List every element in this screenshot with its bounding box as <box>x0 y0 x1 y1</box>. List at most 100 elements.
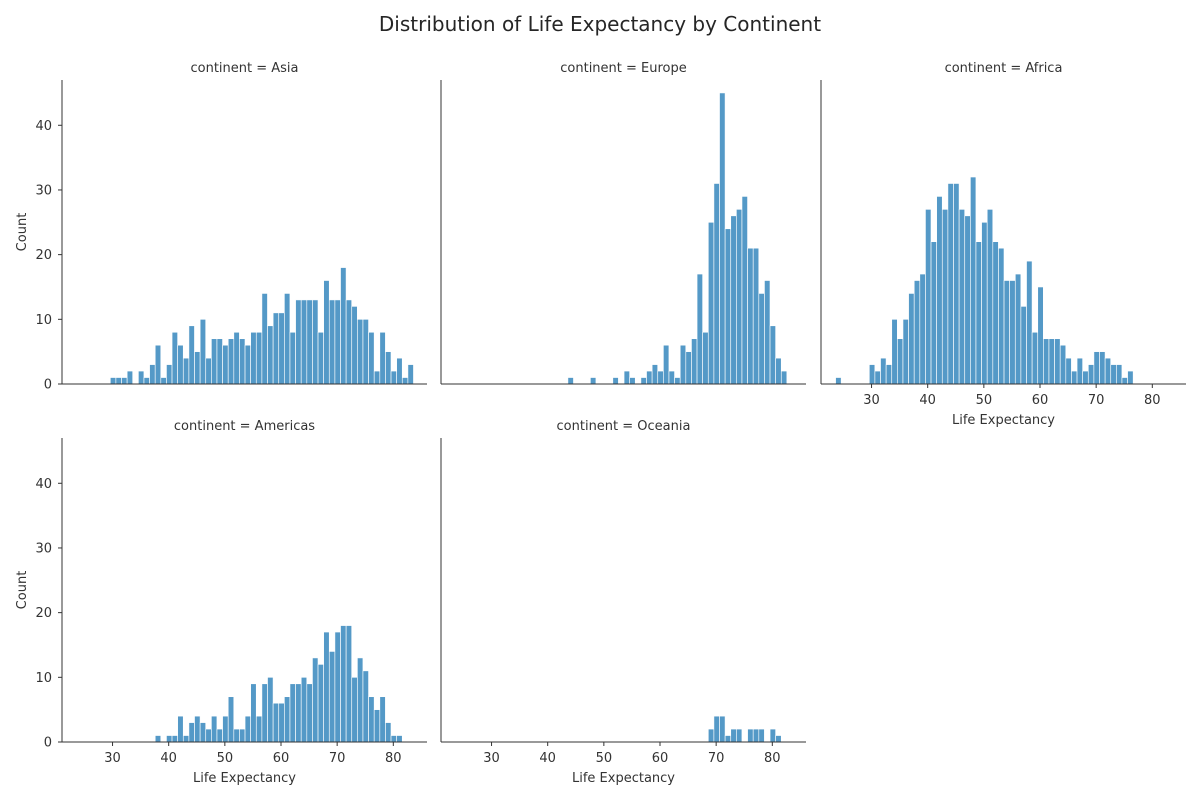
histogram-bar <box>233 331 240 385</box>
histogram-bar <box>300 299 308 385</box>
histogram-bar <box>908 293 915 385</box>
histogram-bar <box>724 228 731 385</box>
histogram-bar <box>255 331 263 385</box>
histogram-bar <box>278 312 285 385</box>
histogram-bar <box>925 209 932 385</box>
y-axis-label: Count <box>15 213 30 252</box>
histogram-bar <box>289 683 296 743</box>
facet-panel: continent = Asia 0 10 20 30 40 Count <box>15 61 427 393</box>
histogram-bar <box>747 247 754 385</box>
x-tick-label: 60 <box>652 751 669 766</box>
histogram-bar <box>919 273 926 385</box>
histogram-bar <box>612 377 619 385</box>
histogram-bar <box>975 241 982 385</box>
histogram-bar <box>769 325 776 385</box>
histogram-bar <box>295 683 302 743</box>
histogram-bar <box>166 364 173 385</box>
histogram-bar <box>121 377 128 385</box>
histogram-bar <box>891 319 898 385</box>
x-tick-label: 60 <box>273 751 290 766</box>
histogram-bar <box>696 273 703 385</box>
histogram-bar <box>317 664 324 743</box>
histogram-bar <box>289 331 296 385</box>
histogram-bar <box>345 625 352 743</box>
histogram-bar <box>154 735 162 743</box>
y-tick-label: 10 <box>35 313 52 328</box>
histogram-bar <box>171 331 178 385</box>
histogram-bar <box>651 364 658 385</box>
histogram-bar <box>109 377 117 385</box>
y-tick-label: 30 <box>35 183 52 198</box>
histogram-bar <box>679 344 687 385</box>
histogram-bar <box>736 209 743 385</box>
histogram-bar <box>205 728 212 743</box>
x-tick-label: 50 <box>217 751 234 766</box>
histogram-bar <box>250 683 257 743</box>
histogram-bar <box>646 370 653 385</box>
histogram-bar <box>267 325 274 385</box>
histogram-bar <box>255 715 263 743</box>
histogram-bar <box>182 735 190 743</box>
histogram-bar <box>691 338 698 385</box>
figure-title: Distribution of Life Expectancy by Conti… <box>379 12 821 36</box>
histogram-bar <box>379 331 386 385</box>
x-tick-label: 50 <box>976 393 993 408</box>
histogram-bar <box>1020 306 1027 385</box>
histogram-bar <box>182 357 190 385</box>
histogram-bar <box>177 715 184 743</box>
histogram-bar <box>663 344 670 385</box>
histogram-bar <box>244 344 251 385</box>
histogram-bar <box>362 670 369 743</box>
histogram-bar <box>216 338 223 385</box>
histogram-bar <box>244 715 251 743</box>
histogram-bar <box>902 319 909 385</box>
histogram-bar <box>741 196 748 385</box>
histogram-bar <box>685 351 692 385</box>
histogram-bar <box>396 735 403 743</box>
histogram-bar <box>390 735 397 743</box>
histogram-bar <box>194 351 201 385</box>
histogram-bar <box>958 209 965 385</box>
histogram-bar <box>222 715 229 743</box>
histogram-bar <box>1104 357 1111 385</box>
histogram-bar <box>1116 364 1123 385</box>
facet-title: continent = Americas <box>174 419 315 434</box>
histogram-bar <box>1127 370 1134 385</box>
histogram-bar <box>897 338 904 385</box>
histogram-bar <box>239 728 246 743</box>
histogram-bar <box>407 364 414 385</box>
histogram-bar <box>115 377 122 385</box>
histogram-bar <box>719 715 726 743</box>
y-axis-label: Count <box>15 571 30 610</box>
histogram-bar <box>328 651 336 743</box>
histogram-bar <box>707 728 715 743</box>
y-tick-label: 20 <box>35 606 52 621</box>
histogram-bar <box>362 319 369 385</box>
histogram-bar <box>351 677 358 743</box>
histogram-bar <box>674 377 681 385</box>
histogram-bar <box>166 735 173 743</box>
x-tick-label: 80 <box>385 751 402 766</box>
histogram-bar <box>306 299 313 385</box>
y-tick-label: 30 <box>35 541 52 556</box>
histogram-bar <box>126 370 133 385</box>
histogram-bar <box>306 683 313 743</box>
histogram-bar <box>719 92 726 385</box>
histogram-bar <box>340 267 347 385</box>
x-tick-label: 60 <box>1032 393 1049 408</box>
histogram-bar <box>227 338 235 385</box>
histogram-bar <box>1082 370 1089 385</box>
x-axis-label: Life Expectancy <box>572 771 675 786</box>
histogram-bar <box>149 364 156 385</box>
histogram-bar <box>913 280 921 385</box>
x-axis-label: Life Expectancy <box>193 771 296 786</box>
histogram-bar <box>623 370 630 385</box>
x-tick-label: 70 <box>329 751 346 766</box>
histogram-bar <box>216 728 223 743</box>
facet-panel: continent = Americas 0 10 20 30 40 30 40 50 60 70 8… <box>15 419 427 786</box>
histogram-bar <box>713 715 720 743</box>
histogram-bar <box>1043 338 1050 385</box>
histogram-bar <box>323 631 330 743</box>
histogram-bar <box>188 722 195 743</box>
